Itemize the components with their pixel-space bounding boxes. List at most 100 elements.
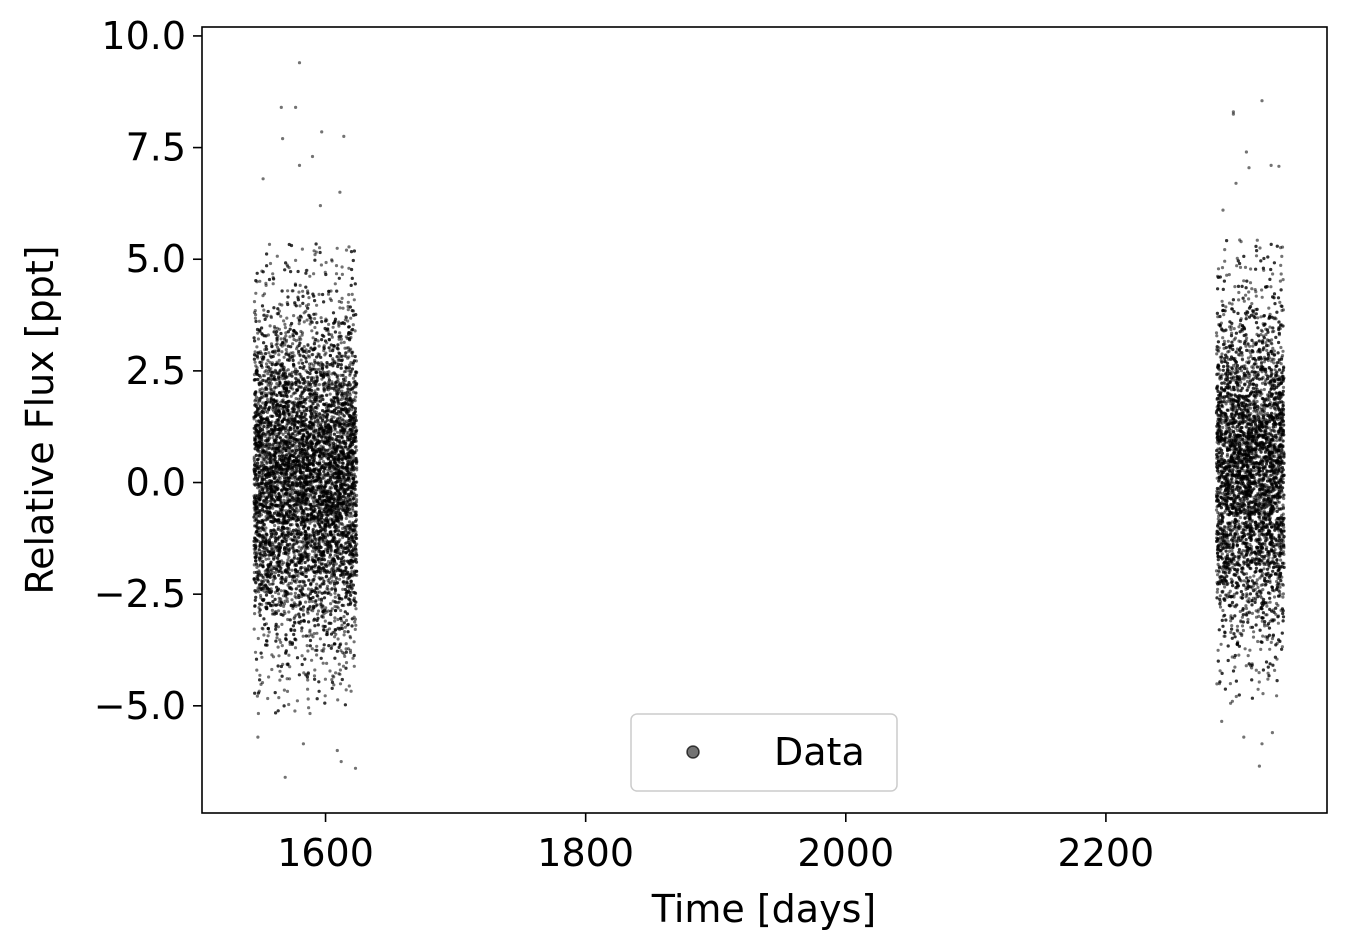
data-point xyxy=(335,430,340,434)
data-point xyxy=(308,322,312,326)
data-point xyxy=(293,594,297,599)
data-point xyxy=(270,667,274,672)
data-point xyxy=(347,684,351,688)
data-point xyxy=(266,372,270,376)
data-point xyxy=(353,627,357,632)
data-point xyxy=(277,431,281,435)
data-point xyxy=(270,394,274,398)
data-point xyxy=(350,354,354,358)
data-point xyxy=(290,414,294,418)
data-point xyxy=(310,329,314,333)
data-point xyxy=(276,609,281,613)
data-point xyxy=(322,476,326,480)
data-point xyxy=(260,681,265,685)
data-point xyxy=(280,350,284,354)
data-point xyxy=(280,644,284,648)
data-point xyxy=(290,568,294,572)
data-point xyxy=(285,316,289,320)
data-point xyxy=(264,557,268,561)
data-point xyxy=(256,711,260,716)
data-point xyxy=(288,335,292,339)
data-point xyxy=(312,438,316,442)
data-point xyxy=(308,521,312,525)
data-point xyxy=(353,620,357,624)
data-point xyxy=(285,689,290,694)
data-point xyxy=(283,599,287,603)
data-point xyxy=(262,374,267,378)
data-point xyxy=(284,348,288,352)
data-point xyxy=(337,549,341,553)
data-point xyxy=(350,570,354,574)
data-point xyxy=(255,668,259,672)
data-point xyxy=(347,245,351,249)
data-point xyxy=(280,562,284,567)
data-point xyxy=(300,629,304,633)
data-point xyxy=(306,649,310,653)
data-point xyxy=(352,298,356,302)
data-point xyxy=(294,258,298,262)
data-point xyxy=(307,296,311,300)
data-point xyxy=(287,610,291,614)
data-point xyxy=(308,711,312,716)
data-point xyxy=(287,677,292,681)
data-point xyxy=(269,314,273,318)
data-point xyxy=(253,360,257,364)
data-point xyxy=(306,302,311,307)
data-point xyxy=(293,709,297,713)
data-point xyxy=(298,304,302,308)
data-point xyxy=(339,337,343,341)
data-point xyxy=(344,661,349,665)
data-point xyxy=(330,486,334,490)
data-point xyxy=(293,434,297,438)
data-point xyxy=(318,637,322,641)
data-point xyxy=(311,352,315,357)
data-point xyxy=(317,367,321,371)
data-point xyxy=(266,634,270,638)
data-point xyxy=(333,619,337,623)
data-point xyxy=(275,254,279,258)
data-point xyxy=(283,322,287,326)
data-point xyxy=(310,599,314,604)
data-point xyxy=(330,415,334,419)
data-point xyxy=(266,696,270,701)
data-point xyxy=(350,624,354,628)
data-point xyxy=(338,419,343,423)
data-point xyxy=(294,430,298,434)
data-point xyxy=(260,655,264,659)
data-point xyxy=(321,661,325,665)
data-point xyxy=(297,361,301,365)
data-point xyxy=(267,630,271,634)
data-point xyxy=(341,575,346,579)
data-point xyxy=(313,668,317,672)
data-point xyxy=(318,246,322,250)
data-point xyxy=(260,387,264,391)
data-point xyxy=(300,247,304,251)
data-point xyxy=(297,290,301,294)
data-point xyxy=(270,608,274,613)
data-point xyxy=(312,495,316,499)
data-point xyxy=(340,623,344,627)
data-point xyxy=(285,597,289,601)
data-point xyxy=(285,677,289,681)
data-point xyxy=(344,647,348,651)
data-point xyxy=(293,628,297,633)
data-point xyxy=(286,289,290,293)
data-point xyxy=(328,669,332,673)
data-point xyxy=(307,578,311,582)
data-point xyxy=(336,532,340,537)
data-point xyxy=(270,594,274,599)
data-point xyxy=(257,319,261,323)
data-point xyxy=(348,520,352,524)
data-point xyxy=(334,272,339,276)
data-point xyxy=(279,589,283,593)
data-point xyxy=(334,576,338,580)
data-point xyxy=(279,337,283,341)
data-point xyxy=(313,524,317,528)
data-point xyxy=(346,319,350,323)
data-point xyxy=(268,324,272,328)
data-point xyxy=(344,351,348,355)
data-point xyxy=(297,545,301,549)
data-point xyxy=(275,345,280,349)
data-point xyxy=(342,633,346,637)
data-point xyxy=(344,248,349,252)
